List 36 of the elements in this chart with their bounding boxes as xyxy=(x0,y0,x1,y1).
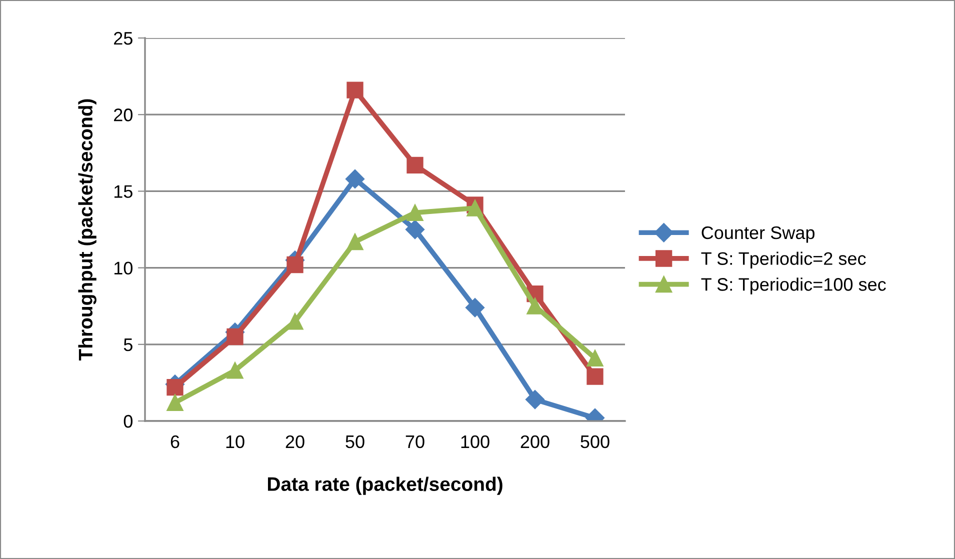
point xyxy=(586,368,604,385)
legend-label: T S: Tperiodic=2 sec xyxy=(701,252,866,269)
x-tick-label: 100 xyxy=(461,435,490,448)
y-tick-label: 10 xyxy=(114,262,132,275)
y-tick-label: 15 xyxy=(114,185,132,198)
point xyxy=(586,350,604,367)
x-tick-label: 50 xyxy=(346,435,364,448)
point xyxy=(406,156,424,174)
point xyxy=(406,204,424,221)
point xyxy=(286,313,304,330)
point xyxy=(405,220,425,240)
point xyxy=(166,378,184,396)
point xyxy=(226,328,244,346)
x-tick-label: 70 xyxy=(406,435,424,448)
point xyxy=(346,82,364,98)
point xyxy=(465,298,485,318)
x-tick-label: 200 xyxy=(520,435,550,448)
x-tick-label: 20 xyxy=(286,435,304,448)
x-axis-title: Data rate (packet/second) xyxy=(268,476,502,495)
point xyxy=(525,390,545,410)
x-tick-label: 6 xyxy=(170,435,180,448)
point xyxy=(345,169,365,188)
y-tick-label: 25 xyxy=(114,32,132,45)
y-tick-label: 5 xyxy=(124,338,132,352)
legend-label: T S: Tperiodic=100 sec xyxy=(701,278,886,294)
point xyxy=(466,200,484,216)
point xyxy=(166,394,184,411)
x-tick-label: 500 xyxy=(580,435,610,448)
y-tick-label: 20 xyxy=(114,108,132,122)
point xyxy=(286,256,304,274)
y-tick-label: 0 xyxy=(124,414,132,428)
legend-label: Counter Swap xyxy=(702,226,814,243)
point xyxy=(346,233,364,250)
y-axis-title: Throughput (packet/second) xyxy=(78,99,96,361)
x-tick-label: 10 xyxy=(226,435,244,448)
point xyxy=(226,362,244,379)
